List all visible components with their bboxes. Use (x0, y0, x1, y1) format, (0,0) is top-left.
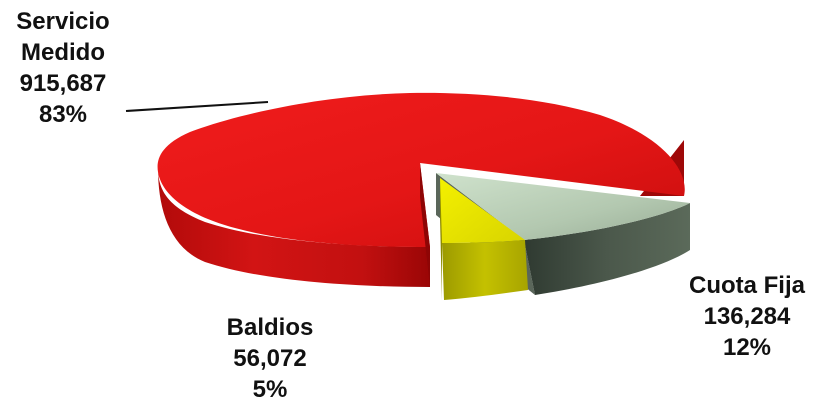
cuota-fija-name: Cuota Fija (688, 272, 805, 299)
servicio-medido-percent: 83% (38, 101, 88, 128)
slice-servicio-medido-top (157, 92, 685, 247)
servicio-medido-label: Servicio Medido 915,687 83% (2, 6, 124, 130)
slice-servicio-medido-side (158, 168, 430, 287)
slice-baldios-wall (440, 178, 442, 300)
servicio-medido-name-line1: Servicio (16, 8, 110, 35)
slice-cuota-fija-side (524, 203, 690, 295)
servicio-medido-leader-line (125, 101, 269, 112)
cuota-fija-label: Cuota Fija 136,284 12% (677, 270, 817, 363)
cuota-fija-percent: 12% (722, 334, 772, 361)
slice-servicio-medido (157, 92, 685, 287)
slice-servicio-medido-inner-wall (420, 163, 430, 287)
slice-cuota-fija-top (436, 173, 690, 240)
cuota-fija-value: 136,284 (703, 303, 791, 330)
slice-baldios-side (442, 240, 528, 300)
servicio-medido-name-line2: Medido (21, 39, 105, 66)
slice-baldios (440, 178, 528, 300)
baldios-value: 56,072 (233, 345, 307, 372)
slice-baldios-top (440, 178, 525, 243)
baldios-name: Baldios (226, 314, 314, 341)
servicio-medido-value: 915,687 (19, 70, 107, 97)
baldios-percent: 5% (252, 376, 288, 403)
baldios-label: Baldios 56,072 5% (200, 312, 340, 405)
